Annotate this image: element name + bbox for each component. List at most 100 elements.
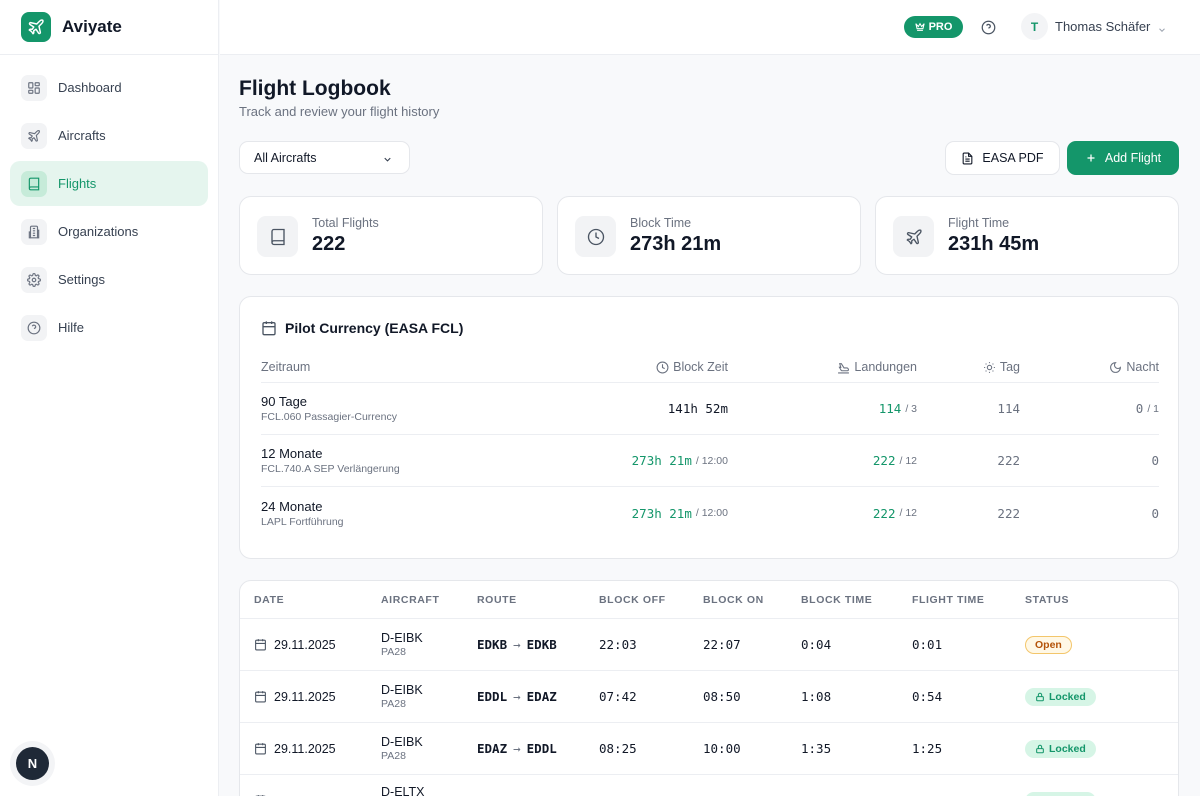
- stat-label: Block Time: [630, 216, 692, 230]
- plane-icon: [21, 122, 47, 149]
- status-badge: Locked: [1025, 739, 1096, 758]
- table-row[interactable]: 29.11.2025 D-EIBK PA28 EDDL → EDAZ 07:42 08…: [240, 671, 1178, 723]
- col-flight-time[interactable]: FLIGHT TIME: [912, 593, 985, 606]
- flight-date: 29.11.2025: [274, 637, 336, 652]
- period-rule: FCL.060 Passagier-Currency: [261, 411, 397, 423]
- route-from: EDAZ: [477, 741, 508, 756]
- day-value: 222: [997, 505, 1020, 521]
- sidebar-item-hilfe[interactable]: Hilfe: [10, 305, 208, 350]
- block-on: 22:07: [703, 637, 741, 652]
- aircraft-reg: D-ELTX: [381, 785, 425, 796]
- book-icon: [257, 216, 298, 257]
- col-block-time[interactable]: BLOCK TIME: [801, 593, 873, 606]
- chevron-down-icon[interactable]: [1157, 22, 1167, 40]
- flights-table: DATE AIRCRAFT ROUTE BLOCK OFF BLOCK ON B…: [239, 580, 1179, 796]
- col-route[interactable]: ROUTE: [477, 593, 517, 606]
- stat-label: Flight Time: [948, 216, 1010, 230]
- period-name: 12 Monate: [261, 446, 323, 461]
- period-name: 90 Tage: [261, 394, 308, 409]
- building-icon: [21, 218, 47, 245]
- easa-pdf-label: EASA PDF: [982, 151, 1044, 165]
- sidebar: Aviyate Dashboard Aircrafts Flights Orga…: [0, 0, 219, 796]
- col-status[interactable]: STATUS: [1025, 593, 1070, 606]
- sidebar-item-label: Organizations: [58, 224, 139, 239]
- page-subtitle: Track and review your flight history: [239, 104, 440, 119]
- col-block-off[interactable]: BLOCK OFF: [599, 593, 666, 606]
- sidebar-item-aircrafts[interactable]: Aircrafts: [10, 113, 208, 158]
- block-time: 1:08: [801, 689, 832, 704]
- col-block-on[interactable]: BLOCK ON: [703, 593, 764, 606]
- currency-row: 90 Tage FCL.060 Passagier-Currency 141h 5…: [261, 383, 1159, 435]
- calendar-icon: [255, 639, 266, 651]
- arrow-right-icon: →: [513, 689, 521, 704]
- file-text-icon: [963, 152, 973, 164]
- sidebar-item-organizations[interactable]: Organizations: [10, 209, 208, 254]
- page-title: Flight Logbook: [239, 77, 391, 100]
- pro-label: PRO: [928, 21, 953, 33]
- brand[interactable]: Aviyate: [0, 0, 218, 55]
- status-badge: Open: [1025, 635, 1072, 654]
- sidebar-item-label: Aircrafts: [58, 128, 106, 143]
- aircraft-reg: D-EIBK: [381, 631, 423, 645]
- pilot-currency-title: Pilot Currency (EASA FCL): [261, 320, 463, 336]
- pilot-currency-card: Pilot Currency (EASA FCL) Zeitraum Block…: [239, 296, 1179, 559]
- pro-badge[interactable]: PRO: [904, 16, 963, 38]
- sidebar-nav: Dashboard Aircrafts Flights Organization…: [0, 55, 218, 363]
- calendar-icon: [255, 743, 266, 755]
- plane-logo-icon: [21, 12, 51, 42]
- currency-row: 24 Monate LAPL Fortführung 273h 21m/ 12:0…: [261, 498, 1159, 528]
- sidebar-item-flights[interactable]: Flights: [10, 161, 208, 206]
- clock-icon: [656, 361, 669, 373]
- arrow-right-icon: →: [513, 637, 521, 652]
- add-flight-button[interactable]: Add Flight: [1067, 141, 1179, 175]
- easa-pdf-button[interactable]: EASA PDF: [945, 141, 1060, 175]
- table-row[interactable]: 29.11.2025 D-EIBK PA28 EDKB → EDKB 22:03 22…: [240, 619, 1178, 671]
- aircraft-reg: D-EIBK: [381, 735, 423, 749]
- flight-time: 0:01: [912, 637, 943, 652]
- lock-icon: [1036, 692, 1044, 701]
- day-value: 222: [997, 453, 1020, 468]
- col-aircraft[interactable]: AIRCRAFT: [381, 593, 440, 606]
- stat-card-flight-time: Flight Time 231h 45m: [875, 196, 1179, 275]
- user-name[interactable]: Thomas Schäfer: [1055, 19, 1151, 34]
- dev-tools-badge[interactable]: N: [16, 747, 49, 780]
- table-row[interactable]: 29.11.2025 D-EIBK PA28 EDAZ → EDDL 08:25 10…: [240, 723, 1178, 775]
- avatar[interactable]: T: [1021, 13, 1048, 40]
- block-off: 07:42: [599, 689, 637, 704]
- route-to: EDDL: [526, 741, 557, 756]
- aircraft-type: PA28: [381, 646, 406, 658]
- plus-icon: [1087, 154, 1095, 162]
- flights-header-row: DATE AIRCRAFT ROUTE BLOCK OFF BLOCK ON B…: [240, 581, 1178, 619]
- col-date[interactable]: DATE: [254, 593, 285, 606]
- help-icon[interactable]: [981, 20, 996, 40]
- header-block-zeit: Block Zeit: [521, 360, 728, 374]
- sidebar-item-settings[interactable]: Settings: [10, 257, 208, 302]
- night-value: 0: [1151, 505, 1159, 521]
- stat-value: 273h 21m: [630, 233, 722, 255]
- sun-icon: [983, 361, 995, 373]
- route-from: EDKB: [477, 637, 508, 652]
- arrow-right-icon: →: [513, 741, 521, 756]
- period-name: 24 Monate: [261, 498, 323, 514]
- night-value: 0: [1135, 401, 1144, 416]
- stat-card-block-time: Block Time 273h 21m: [557, 196, 861, 275]
- block-on: 10:00: [703, 741, 741, 756]
- book-icon: [21, 170, 47, 197]
- sidebar-item-dashboard[interactable]: Dashboard: [10, 65, 208, 110]
- flight-time: 1:25: [912, 741, 943, 756]
- status-badge: Locked: [1025, 791, 1096, 796]
- aircraft-filter-select[interactable]: All Aircrafts: [239, 141, 410, 174]
- gear-icon: [21, 266, 47, 293]
- header-tag: Tag: [917, 360, 1020, 374]
- currency-row: 12 Monate FCL.740.A SEP Verlängerung 273h…: [261, 435, 1159, 487]
- help-circle-icon: [21, 314, 47, 341]
- block-value: 273h 21m: [631, 505, 692, 521]
- aircraft-filter-value: All Aircrafts: [254, 150, 317, 165]
- add-flight-label: Add Flight: [1104, 151, 1162, 165]
- landings-value: 222: [872, 453, 896, 468]
- app-name: Aviyate: [62, 17, 122, 36]
- lock-icon: [1036, 744, 1044, 753]
- block-on: 08:50: [703, 689, 741, 704]
- table-row[interactable]: D-ELTX Locked: [240, 775, 1178, 796]
- block-time: 1:35: [801, 741, 832, 756]
